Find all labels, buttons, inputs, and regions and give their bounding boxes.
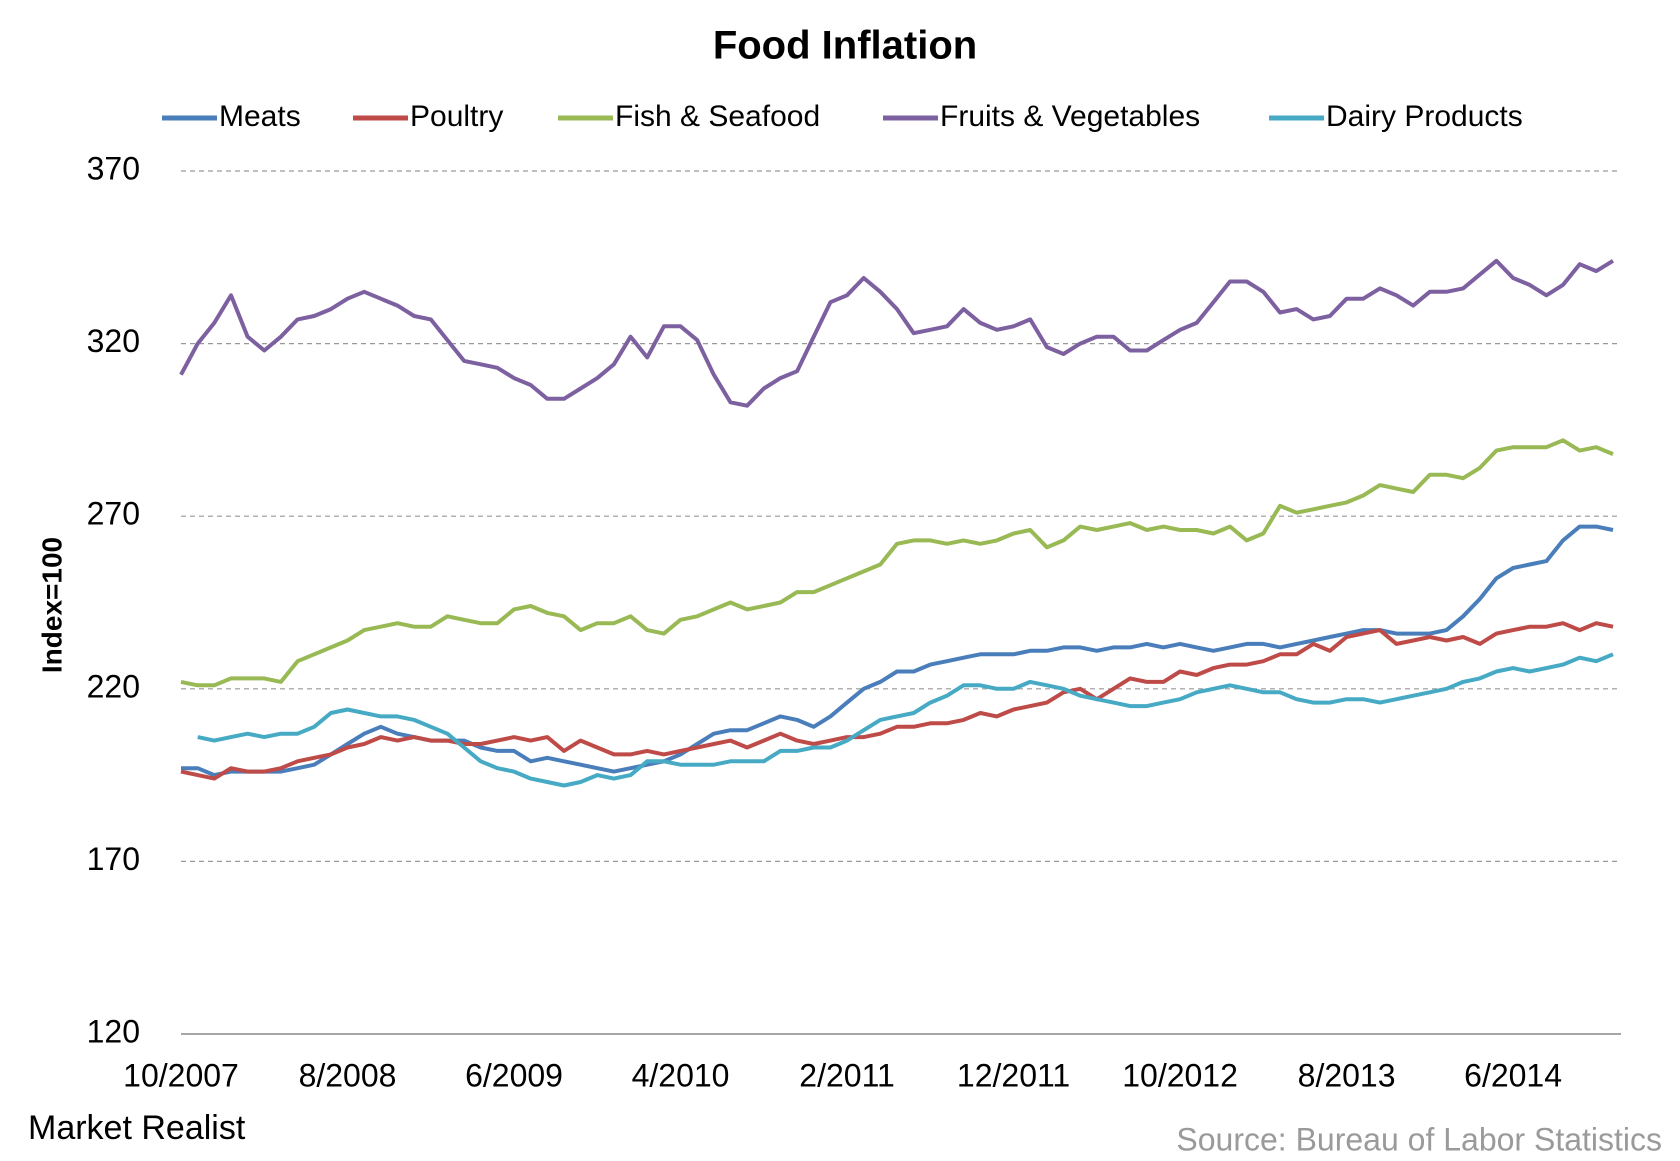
- x-tick-label: 12/2011: [957, 1057, 1070, 1093]
- series-line: [180, 438, 1614, 688]
- x-tick-label: 8/2008: [299, 1057, 397, 1093]
- source: Source: Bureau of Labor Statistics: [1176, 1121, 1662, 1157]
- x-tick-label: 2/2011: [799, 1057, 895, 1093]
- y-tick-label: 170: [87, 841, 140, 877]
- legend-label: Meats: [219, 100, 301, 133]
- x-tick-label: 10/2012: [1122, 1057, 1238, 1093]
- series-line: [181, 524, 1614, 778]
- x-tick-label: 8/2013: [1298, 1057, 1396, 1093]
- y-tick-label: 320: [87, 323, 140, 359]
- y-tick-label: 270: [87, 496, 140, 532]
- legend-label: Fruits & Vegetables: [940, 100, 1200, 133]
- y-tick-label: 120: [87, 1013, 140, 1049]
- y-tick-label: 220: [87, 668, 140, 704]
- chart-title: Food Inflation: [713, 24, 977, 68]
- x-tick-label: 6/2009: [465, 1057, 563, 1093]
- x-tick-label: 4/2010: [632, 1057, 730, 1093]
- legend-label: Fish & Seafood: [615, 100, 820, 133]
- x-tick-label: 6/2014: [1464, 1057, 1562, 1093]
- y-tick-label: 370: [87, 150, 140, 186]
- y-axis-label: Index=100: [36, 537, 67, 673]
- brand: Market Realist: [28, 1109, 246, 1147]
- legend-label: Poultry: [410, 100, 503, 133]
- series-line: [180, 621, 1614, 781]
- x-tick-label: 10/2007: [123, 1057, 239, 1093]
- legend-label: Dairy Products: [1326, 100, 1523, 133]
- series-line: [197, 652, 1614, 788]
- series-line: [179, 258, 1615, 408]
